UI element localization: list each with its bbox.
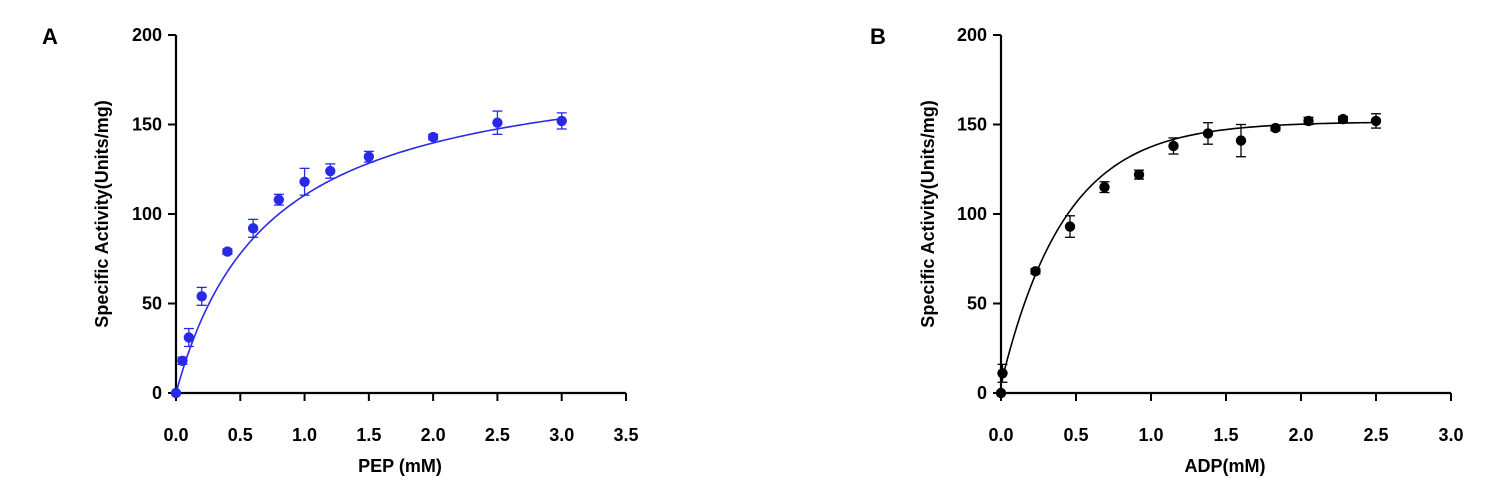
- plot-area-b: 0.0 0.5 1.0 1.5 2.0 2.5 3.0 0 50 100 150 200: [957, 25, 1464, 445]
- y-tick-label-b: 100: [957, 204, 987, 224]
- data-point-a: [363, 151, 375, 162]
- data-point-b: [995, 387, 1007, 399]
- data-point-b: [1064, 221, 1076, 232]
- data-point-a: [427, 131, 439, 143]
- y-axis-title-a: Specific Activity(Units/mg): [92, 100, 112, 327]
- x-tick-label-a: 0.5: [228, 425, 253, 445]
- data-point-a: [170, 387, 182, 399]
- x-tick-label-a: 2.0: [421, 425, 446, 445]
- x-tick-label-b: 2.0: [1288, 425, 1313, 445]
- y-tick-label-a: 100: [132, 204, 162, 224]
- data-point-a: [556, 115, 567, 127]
- x-tick-label-b: 0.0: [988, 425, 1013, 445]
- x-tick-label-a: 1.0: [292, 425, 317, 445]
- panel-label-a: A: [42, 24, 58, 49]
- y-axis-title-b: Specific Activity(Units/mg): [918, 100, 938, 327]
- x-tick-label-a: 0.0: [163, 425, 188, 445]
- data-point-b: [1133, 169, 1145, 180]
- y-tick-label-a: 0: [152, 383, 162, 403]
- y-tick-label-b: 200: [957, 25, 987, 45]
- data-point-b: [1337, 113, 1349, 125]
- chart-panel-b: B 0.0 0.5 1.0 1.5 2.0 2.5 3.0 0 50 100 150 200 ADP(…: [870, 24, 1464, 476]
- data-point-a: [196, 291, 207, 302]
- data-point-a: [299, 176, 310, 187]
- x-tick-label-b: 3.0: [1438, 425, 1463, 445]
- y-tick-label-b: 150: [957, 115, 987, 135]
- fit-curve-b: [1000, 121, 1377, 385]
- x-tick-label-b: 0.5: [1063, 425, 1088, 445]
- x-tick-label-b: 2.5: [1363, 425, 1388, 445]
- y-tick-label-a: 50: [142, 294, 162, 314]
- data-point-b: [1370, 115, 1382, 127]
- y-tick-label-b: 0: [977, 383, 987, 403]
- data-point-b: [1030, 266, 1041, 277]
- plot-area-a: 0.0 0.5 1.0 1.5 2.0 2.5 3.0 3.5 0 50 100 150 200: [132, 25, 639, 445]
- data-point-a: [492, 117, 503, 128]
- data-point-b: [1202, 128, 1214, 139]
- x-tick-label-b: 1.5: [1213, 425, 1238, 445]
- data-point-a: [183, 332, 195, 343]
- x-tick-label-a: 3.5: [613, 425, 638, 445]
- x-tick-label-a: 1.5: [356, 425, 381, 445]
- data-point-b: [1270, 122, 1281, 134]
- y-tick-label-b: 50: [967, 294, 987, 314]
- data-point-a: [325, 165, 336, 177]
- y-tick-label-a: 150: [132, 115, 162, 135]
- x-axis-title-b: ADP(mM): [1185, 456, 1266, 476]
- data-point-a: [247, 223, 259, 234]
- data-point-b: [997, 368, 1008, 379]
- x-tick-label-b: 1.0: [1138, 425, 1163, 445]
- data-point-a: [177, 355, 188, 366]
- data-point-b: [1168, 140, 1179, 152]
- chart-panel-a: A 0.0 0.5 1.0 1.5 2.0 2.5 3.0 3.5 0 50 100 150 200 P…: [42, 24, 639, 476]
- data-point-b: [1099, 181, 1110, 193]
- data-point-b: [1235, 135, 1247, 146]
- data-point-a: [273, 194, 285, 205]
- panel-label-b: B: [870, 24, 886, 49]
- data-point-a: [222, 246, 233, 257]
- data-point-b: [1303, 115, 1314, 127]
- y-tick-label-a: 200: [132, 25, 162, 45]
- x-tick-label-a: 2.5: [485, 425, 510, 445]
- x-axis-title-a: PEP (mM): [358, 456, 442, 476]
- x-tick-label-a: 3.0: [549, 425, 574, 445]
